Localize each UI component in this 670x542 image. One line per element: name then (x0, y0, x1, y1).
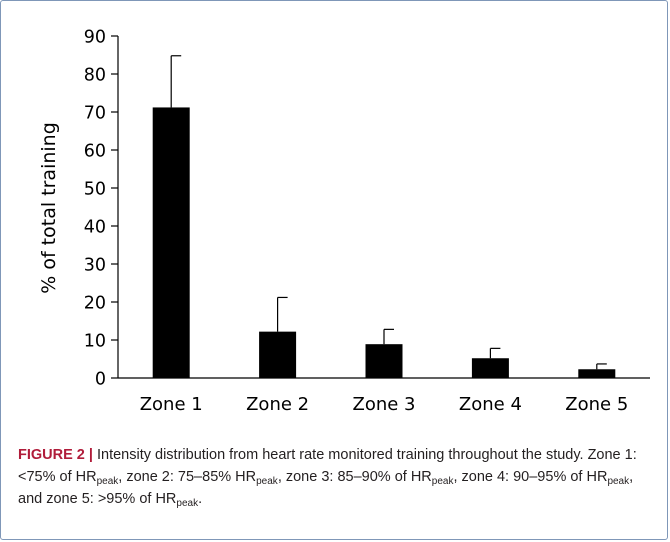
y-tick-label: 10 (84, 332, 106, 352)
figure-caption: FIGURE 2 | Intensity distribution from h… (18, 444, 658, 510)
x-category-label: Zone 1 (140, 394, 203, 415)
caption-subscript: peak (176, 498, 199, 509)
y-tick-label: 90 (84, 28, 106, 48)
y-axis-title: % of total training (38, 122, 60, 294)
caption-text: , and zone 5: >95% of HR (18, 469, 634, 507)
caption-subscript: peak (431, 476, 454, 487)
caption-subscript: peak (256, 476, 278, 487)
y-tick-label: 60 (84, 142, 106, 162)
y-tick-label: 50 (84, 180, 106, 200)
caption-text: Intensity distribution from heart rate m… (18, 447, 637, 485)
x-axis: Zone 1 Zone 2 Zone 3 Zone 4 Zone 5 (118, 377, 650, 415)
caption-text: , zone 4: 90–95% of HR (453, 469, 608, 485)
bar (152, 107, 190, 378)
y-tick-label: 0 (95, 370, 106, 390)
x-category-label: Zone 2 (246, 394, 309, 415)
y-tick-label: 80 (84, 66, 106, 86)
bar (471, 358, 509, 378)
x-category-label: Zone 3 (353, 394, 416, 415)
y-tick-label: 40 (84, 218, 106, 238)
caption-subscript: peak (96, 476, 119, 487)
y-axis: 0 10 20 30 40 50 60 70 80 90 (84, 28, 119, 390)
bar (578, 369, 616, 378)
bar (365, 344, 403, 378)
caption-label: FIGURE 2 | (18, 447, 93, 463)
error-bars (170, 55, 607, 370)
caption-text: . (198, 491, 203, 507)
x-category-label: Zone 4 (459, 394, 522, 415)
caption-subscript: peak (607, 476, 630, 487)
y-tick-label: 20 (84, 294, 106, 314)
caption-text: , zone 2: 75–85% HR (118, 469, 257, 485)
bar (259, 331, 297, 378)
y-tick-label: 30 (84, 256, 106, 276)
bars (152, 107, 616, 378)
x-category-label: Zone 5 (565, 394, 628, 415)
caption-text: , zone 3: 85–90% of HR (277, 469, 432, 485)
y-tick-label: 70 (84, 104, 106, 124)
